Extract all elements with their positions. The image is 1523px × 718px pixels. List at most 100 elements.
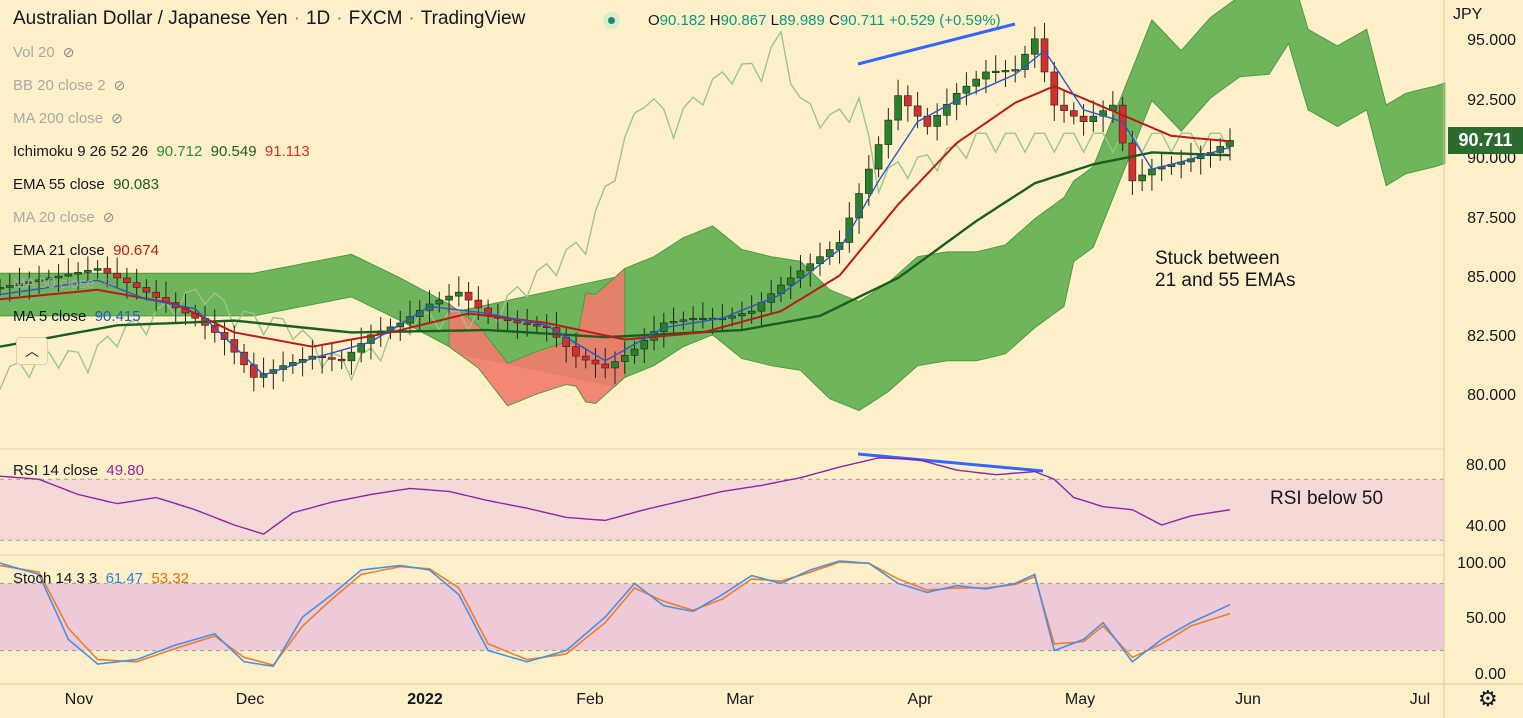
currency-label[interactable]: JPY	[1453, 6, 1483, 23]
candle[interactable]	[84, 270, 92, 273]
stoch-k-line[interactable]	[0, 560, 1231, 668]
candle[interactable]	[103, 268, 112, 274]
candle[interactable]	[904, 95, 912, 107]
candle[interactable]	[1148, 168, 1156, 176]
candle[interactable]	[894, 95, 902, 121]
candle[interactable]	[54, 275, 63, 279]
eye-off-icon[interactable]: ⊘	[113, 77, 126, 93]
eye-off-icon[interactable]: ⊘	[111, 110, 123, 126]
legend-ema55[interactable]: EMA 55 close 90.083	[13, 176, 159, 193]
candle[interactable]	[93, 268, 102, 271]
candle[interactable]	[874, 144, 883, 170]
eye-off-icon[interactable]: ⊘	[102, 209, 115, 225]
candle[interactable]	[845, 217, 854, 243]
candle[interactable]	[640, 340, 649, 350]
eye-off-icon[interactable]: ⊘	[102, 275, 115, 291]
legend-vol[interactable]: Vol 20 ⊘	[13, 44, 75, 61]
candle[interactable]	[1118, 104, 1127, 144]
candle[interactable]	[884, 119, 893, 145]
legend-ma50[interactable]: MA 50 close ⊘	[13, 275, 115, 292]
legend-bb[interactable]: BB 20 close 2 ⊘	[13, 77, 126, 94]
candle[interactable]	[669, 321, 678, 324]
candle[interactable]	[464, 291, 473, 301]
candle[interactable]	[113, 272, 121, 279]
candle[interactable]	[728, 315, 736, 319]
interval[interactable]: 1D	[305, 8, 331, 29]
candle[interactable]	[1011, 69, 1020, 72]
candle[interactable]	[435, 299, 444, 305]
legend-stoch[interactable]: Stoch 14 3 3 61.47 53.32	[13, 570, 190, 587]
candle[interactable]	[35, 279, 43, 283]
candle[interactable]	[142, 287, 151, 293]
candle[interactable]	[45, 277, 53, 281]
candle[interactable]	[220, 332, 229, 340]
candle[interactable]	[5, 285, 14, 288]
trendline[interactable]	[857, 452, 1044, 473]
candle[interactable]	[962, 85, 971, 94]
candle[interactable]	[601, 363, 610, 369]
candle[interactable]	[620, 355, 629, 362]
stoch-pane[interactable]	[0, 560, 1444, 668]
candle[interactable]	[523, 322, 531, 325]
candle[interactable]	[337, 358, 346, 362]
rsi-line[interactable]	[0, 457, 1231, 535]
candle[interactable]	[786, 277, 795, 286]
candle[interactable]	[1001, 70, 1010, 73]
candle[interactable]	[679, 319, 688, 322]
candle[interactable]	[865, 168, 873, 194]
candle[interactable]	[25, 281, 34, 284]
candle[interactable]	[913, 105, 922, 117]
candle[interactable]	[747, 310, 756, 314]
candle[interactable]	[513, 320, 522, 324]
stoch-d-line[interactable]	[0, 561, 1231, 667]
candle[interactable]	[1128, 142, 1137, 182]
candle[interactable]	[123, 277, 131, 284]
legend-ma5[interactable]: MA 5 close 90.415	[13, 308, 141, 325]
candle[interactable]	[1089, 115, 1098, 122]
candle[interactable]	[533, 324, 541, 327]
candle[interactable]	[1050, 71, 1059, 106]
candle[interactable]	[1070, 110, 1078, 117]
candle[interactable]	[796, 270, 805, 279]
candle[interactable]	[74, 271, 82, 275]
candle[interactable]	[855, 193, 863, 219]
ma5-line[interactable]	[0, 49, 1231, 376]
price-pane[interactable]	[0, 0, 1446, 412]
candle[interactable]	[0, 287, 4, 290]
candle[interactable]	[64, 273, 73, 277]
candle[interactable]	[347, 351, 356, 362]
candle[interactable]	[396, 322, 405, 328]
candle[interactable]	[210, 325, 219, 333]
legend-ma200[interactable]: MA 200 close ⊘	[13, 110, 123, 127]
candle[interactable]	[455, 291, 463, 297]
candle[interactable]	[572, 346, 580, 357]
candle[interactable]	[1079, 115, 1088, 122]
candle[interactable]	[240, 351, 248, 366]
collapse-legend-button[interactable]: ︿	[16, 337, 48, 365]
candle[interactable]	[991, 70, 1000, 73]
candle[interactable]	[689, 317, 697, 321]
candle[interactable]	[132, 282, 141, 288]
legend-ichimoku[interactable]: Ichimoku 9 26 52 26 90.712 90.549 91.113	[13, 143, 310, 160]
candle[interactable]	[972, 78, 980, 87]
candle[interactable]	[328, 357, 336, 360]
legend-rsi[interactable]: RSI 14 close 49.80	[13, 462, 144, 479]
candle[interactable]	[552, 327, 561, 338]
candle[interactable]	[415, 310, 424, 317]
candle[interactable]	[474, 299, 483, 309]
candle[interactable]	[250, 364, 258, 378]
candle[interactable]	[982, 71, 990, 80]
candle[interactable]	[445, 295, 453, 301]
candle[interactable]	[591, 359, 600, 365]
candle[interactable]	[1138, 174, 1146, 182]
candle[interactable]	[933, 115, 941, 127]
candle[interactable]	[1021, 53, 1029, 70]
legend-ma20[interactable]: MA 20 close ⊘	[13, 209, 115, 226]
candle[interactable]	[806, 263, 815, 272]
legend-ema21[interactable]: EMA 21 close 90.674	[13, 242, 159, 259]
candle[interactable]	[1060, 104, 1068, 111]
trendline[interactable]	[857, 22, 1016, 66]
candle[interactable]	[15, 283, 24, 286]
candle[interactable]	[699, 317, 707, 321]
